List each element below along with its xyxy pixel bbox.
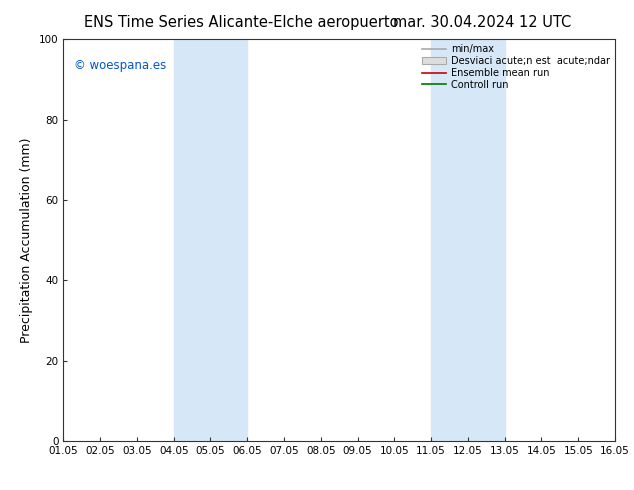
Text: © woespana.es: © woespana.es <box>74 59 167 73</box>
Bar <box>174 39 247 441</box>
Y-axis label: Precipitation Accumulation (mm): Precipitation Accumulation (mm) <box>20 137 34 343</box>
Bar <box>431 39 505 441</box>
Text: ENS Time Series Alicante-Elche aeropuerto: ENS Time Series Alicante-Elche aeropuert… <box>84 15 398 30</box>
Legend: min/max, Desviaci acute;n est  acute;ndar, Ensemble mean run, Controll run: min/max, Desviaci acute;n est acute;ndar… <box>422 44 610 90</box>
Text: mar. 30.04.2024 12 UTC: mar. 30.04.2024 12 UTC <box>392 15 571 30</box>
